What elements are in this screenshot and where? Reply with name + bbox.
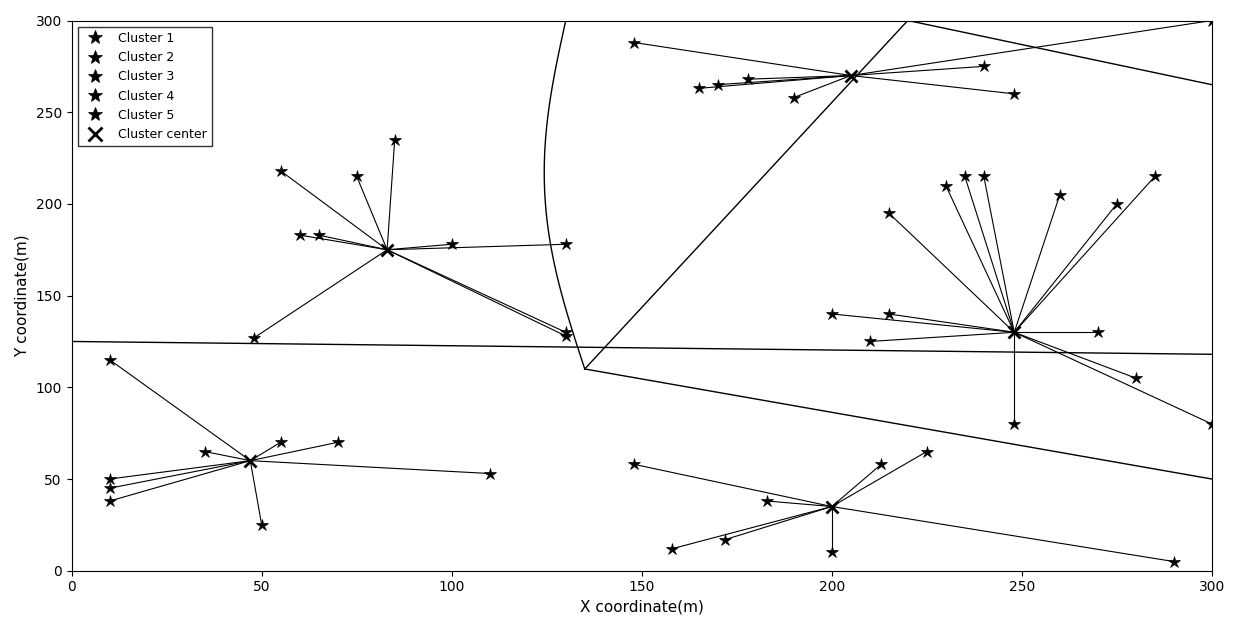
Legend: Cluster 1, Cluster 2, Cluster 3, Cluster 4, Cluster 5, Cluster center: Cluster 1, Cluster 2, Cluster 3, Cluster… [78,26,212,146]
X-axis label: X coordinate(m): X coordinate(m) [580,600,704,615]
Y-axis label: Y coordinate(m): Y coordinate(m) [15,234,30,357]
